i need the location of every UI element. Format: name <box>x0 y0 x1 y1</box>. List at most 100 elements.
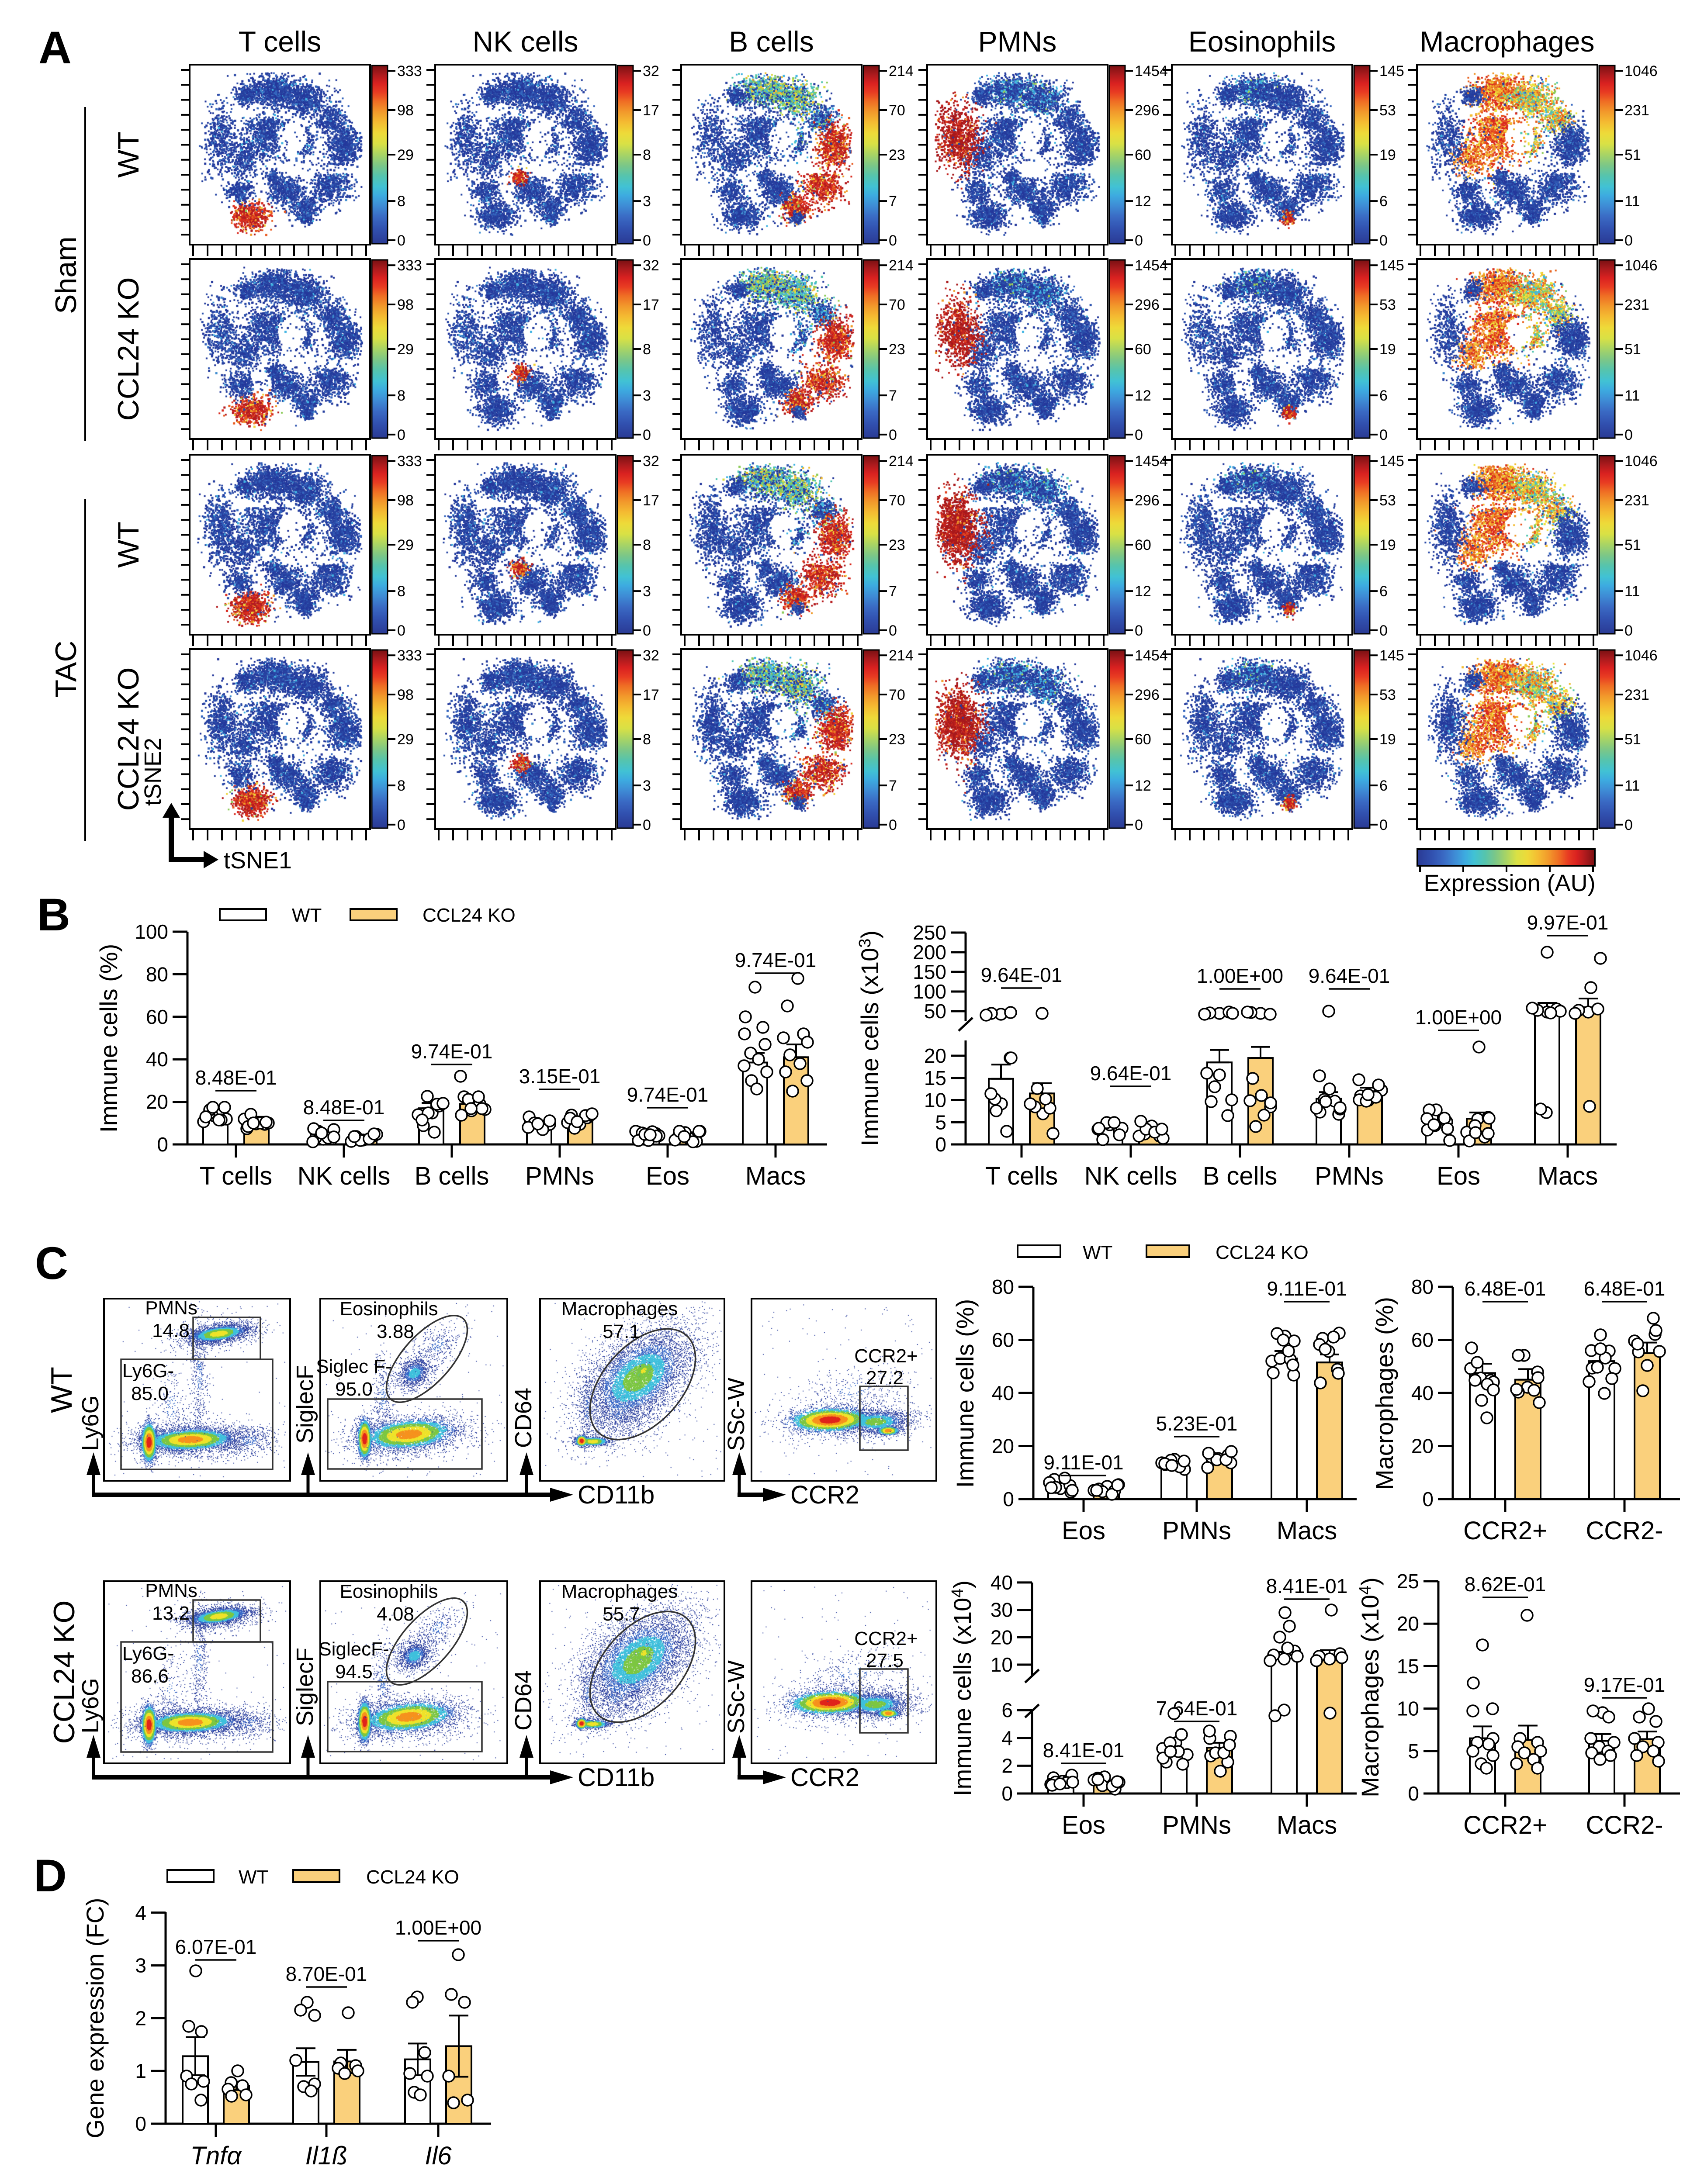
svg-text:19: 19 <box>1379 341 1396 358</box>
svg-text:Immune cells (x103): Immune cells (x103) <box>856 930 883 1146</box>
svg-text:Macs: Macs <box>1277 1517 1337 1545</box>
svg-text:32: 32 <box>643 453 659 470</box>
svg-text:CCR2-: CCR2- <box>1586 1517 1663 1545</box>
svg-text:20: 20 <box>924 1044 946 1067</box>
svg-text:0: 0 <box>889 622 897 639</box>
svg-text:27.2: 27.2 <box>866 1367 904 1389</box>
svg-text:53: 53 <box>1379 102 1396 119</box>
svg-text:11: 11 <box>1624 193 1640 210</box>
svg-text:D: D <box>34 1850 67 1901</box>
svg-text:29: 29 <box>397 537 414 553</box>
svg-text:214: 214 <box>889 63 914 79</box>
svg-text:CCR2: CCR2 <box>790 1481 859 1509</box>
svg-text:20: 20 <box>991 1626 1013 1648</box>
svg-text:0: 0 <box>643 427 651 443</box>
svg-text:231: 231 <box>1624 687 1649 703</box>
svg-text:20: 20 <box>1397 1612 1419 1635</box>
svg-text:B cells: B cells <box>1203 1162 1278 1190</box>
svg-text:333: 333 <box>397 453 422 470</box>
svg-text:333: 333 <box>397 257 422 274</box>
svg-text:0: 0 <box>643 232 651 249</box>
svg-text:Macrophages: Macrophages <box>1420 25 1595 58</box>
svg-text:6: 6 <box>1379 387 1388 404</box>
svg-text:1046: 1046 <box>1624 63 1658 79</box>
svg-text:CD11b: CD11b <box>578 1763 655 1792</box>
svg-text:10: 10 <box>924 1089 946 1112</box>
svg-text:200: 200 <box>913 941 946 964</box>
svg-text:8: 8 <box>397 387 405 404</box>
svg-text:T cells: T cells <box>200 1162 273 1190</box>
svg-text:296: 296 <box>1135 297 1160 313</box>
svg-text:Macs: Macs <box>745 1162 806 1190</box>
svg-text:214: 214 <box>889 453 914 470</box>
svg-text:9.11E-01: 9.11E-01 <box>1267 1277 1347 1300</box>
svg-text:9.64E-01: 9.64E-01 <box>1309 964 1390 987</box>
svg-text:17: 17 <box>643 297 659 313</box>
svg-text:0: 0 <box>1135 817 1143 833</box>
svg-text:WT: WT <box>292 905 322 926</box>
svg-text:0: 0 <box>643 817 651 833</box>
svg-text:NK cells: NK cells <box>1084 1162 1178 1190</box>
svg-text:32: 32 <box>643 257 659 274</box>
svg-text:100: 100 <box>913 980 946 1003</box>
svg-text:SSc-W: SSc-W <box>723 1660 749 1734</box>
svg-text:145: 145 <box>1379 647 1404 664</box>
svg-text:CCR2+: CCR2+ <box>1463 1811 1547 1839</box>
svg-text:1046: 1046 <box>1624 647 1658 664</box>
svg-text:40: 40 <box>991 1571 1013 1594</box>
svg-text:11: 11 <box>1624 387 1640 404</box>
svg-text:B cells: B cells <box>415 1162 489 1190</box>
svg-text:9.11E-01: 9.11E-01 <box>1043 1451 1123 1474</box>
svg-text:100: 100 <box>135 920 168 943</box>
svg-text:231: 231 <box>1624 297 1649 313</box>
svg-text:WT: WT <box>112 522 145 568</box>
svg-text:1454: 1454 <box>1135 453 1168 470</box>
svg-text:CD64: CD64 <box>510 1670 537 1731</box>
svg-text:Siglec F-: Siglec F- <box>316 1356 392 1377</box>
svg-text:40: 40 <box>146 1048 168 1071</box>
svg-text:60: 60 <box>1135 537 1151 553</box>
svg-text:30: 30 <box>991 1599 1013 1621</box>
svg-text:12: 12 <box>1135 583 1151 600</box>
svg-text:3.88: 3.88 <box>377 1321 414 1342</box>
svg-text:17: 17 <box>643 492 659 509</box>
svg-text:145: 145 <box>1379 257 1404 274</box>
svg-text:51: 51 <box>1624 341 1641 358</box>
svg-text:C: C <box>35 1238 68 1289</box>
svg-text:B cells: B cells <box>729 25 814 58</box>
svg-text:Eos: Eos <box>1062 1517 1105 1545</box>
svg-text:10: 10 <box>1397 1697 1419 1720</box>
svg-text:95.0: 95.0 <box>335 1379 373 1400</box>
svg-text:6: 6 <box>1379 193 1388 210</box>
svg-text:0: 0 <box>397 622 405 639</box>
svg-text:Eos: Eos <box>646 1162 689 1190</box>
svg-text:231: 231 <box>1624 492 1649 509</box>
svg-text:Ly6G: Ly6G <box>77 1395 104 1451</box>
svg-text:60: 60 <box>1411 1329 1434 1351</box>
svg-text:PMNs: PMNs <box>145 1580 197 1601</box>
svg-text:60: 60 <box>146 1006 168 1028</box>
svg-text:8.48E-01: 8.48E-01 <box>195 1066 277 1089</box>
svg-text:NK cells: NK cells <box>298 1162 391 1190</box>
svg-text:tSNE1: tSNE1 <box>224 847 292 874</box>
svg-text:8: 8 <box>397 778 405 794</box>
svg-text:0: 0 <box>1422 1488 1434 1510</box>
svg-text:80: 80 <box>1411 1275 1434 1298</box>
svg-text:3: 3 <box>643 778 651 794</box>
svg-text:WT: WT <box>45 1367 78 1413</box>
svg-text:Eosinophils: Eosinophils <box>1188 25 1336 58</box>
svg-text:0: 0 <box>1379 232 1388 249</box>
svg-text:0: 0 <box>1624 622 1633 639</box>
svg-text:CCR2+: CCR2+ <box>1463 1517 1547 1545</box>
svg-text:Il1ß: Il1ß <box>305 2142 348 2170</box>
svg-text:53: 53 <box>1379 297 1396 313</box>
svg-text:0: 0 <box>935 1133 946 1156</box>
svg-text:27.5: 27.5 <box>866 1650 904 1671</box>
svg-text:53: 53 <box>1379 687 1396 703</box>
svg-text:WT: WT <box>112 131 145 178</box>
svg-text:8.70E-01: 8.70E-01 <box>286 1963 367 1985</box>
svg-text:1: 1 <box>135 2060 146 2082</box>
svg-text:10: 10 <box>991 1653 1013 1676</box>
svg-text:98: 98 <box>397 492 414 509</box>
svg-text:PMNs: PMNs <box>978 25 1057 58</box>
